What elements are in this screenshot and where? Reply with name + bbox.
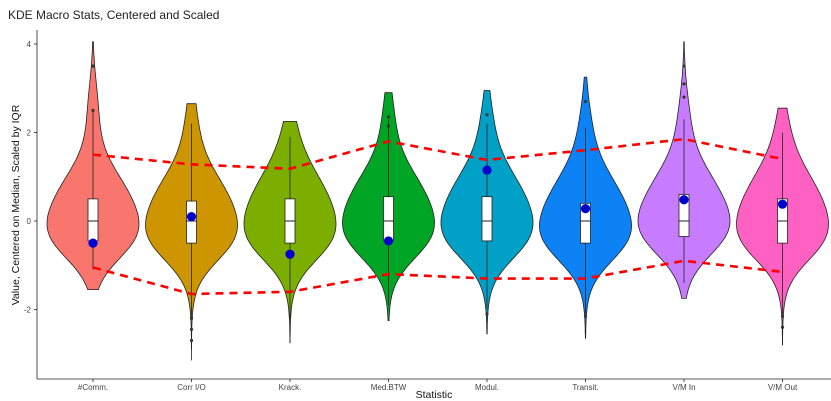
x-axis-title: Statistic xyxy=(416,389,453,401)
mean-point-5 xyxy=(580,204,591,214)
outlier-point-0-0 xyxy=(91,64,95,68)
outlier-point-4-0 xyxy=(485,113,489,117)
box-4 xyxy=(481,196,493,242)
x-tick-label: V/M In xyxy=(672,383,695,392)
x-tick-label: Corr I/O xyxy=(177,383,205,392)
plot-area xyxy=(46,41,829,361)
box-1 xyxy=(186,200,197,244)
mean-point-7 xyxy=(777,199,788,209)
mean-point-4 xyxy=(482,165,492,175)
outlier-point-1-2 xyxy=(189,338,194,343)
x-tick-label: Modul. xyxy=(475,383,499,392)
box-3 xyxy=(383,196,394,242)
y-axis-ticks: -2 0 2 4 xyxy=(24,40,37,315)
box-0 xyxy=(87,198,99,242)
x-tick-label: Med.BTW xyxy=(371,383,407,392)
x-tick-label: V/M Out xyxy=(768,383,798,392)
box-5 xyxy=(580,202,591,244)
y-tick-label: 0 xyxy=(27,217,32,226)
outlier-point-7-1 xyxy=(780,325,785,329)
box-6 xyxy=(678,194,690,237)
chart-title: KDE Macro Stats, Centered and Scaled xyxy=(8,8,219,22)
upper-dashed-line xyxy=(92,137,783,171)
mean-point-3 xyxy=(383,236,394,246)
outlier-point-6-1 xyxy=(682,82,686,86)
x-tick-label: Krack. xyxy=(279,383,302,392)
lower-dashed-line xyxy=(92,259,783,296)
outlier-point-0-1 xyxy=(91,108,95,112)
x-tick-label: Transit. xyxy=(572,383,598,392)
outlier-point-3-0 xyxy=(386,124,391,128)
outlier-point-6-0 xyxy=(682,64,686,68)
outlier-point-5-0 xyxy=(583,99,588,104)
x-tick-label: #Comm. xyxy=(78,383,108,392)
mean-point-2 xyxy=(285,249,295,259)
outlier-point-7-0 xyxy=(780,314,785,318)
mean-point-6 xyxy=(679,195,689,205)
outlier-point-3-1 xyxy=(386,115,391,119)
mean-point-0 xyxy=(88,238,98,248)
y-tick-label: -2 xyxy=(24,306,32,315)
y-axis-title: Value, Centered on Median, Scaled by IQR xyxy=(10,104,22,305)
outlier-point-1-0 xyxy=(189,316,194,320)
x-axis-ticks: #Comm. Corr I/O Krack. Med.BTW Modul. Transit… xyxy=(78,379,798,392)
mean-point-1 xyxy=(186,211,197,222)
outlier-point-1-1 xyxy=(189,327,194,332)
outlier-point-4-1 xyxy=(485,312,489,316)
y-tick-label: 4 xyxy=(27,40,32,49)
outlier-point-5-1 xyxy=(583,314,588,318)
y-tick-label: 2 xyxy=(27,129,32,138)
outlier-point-6-2 xyxy=(682,95,686,99)
